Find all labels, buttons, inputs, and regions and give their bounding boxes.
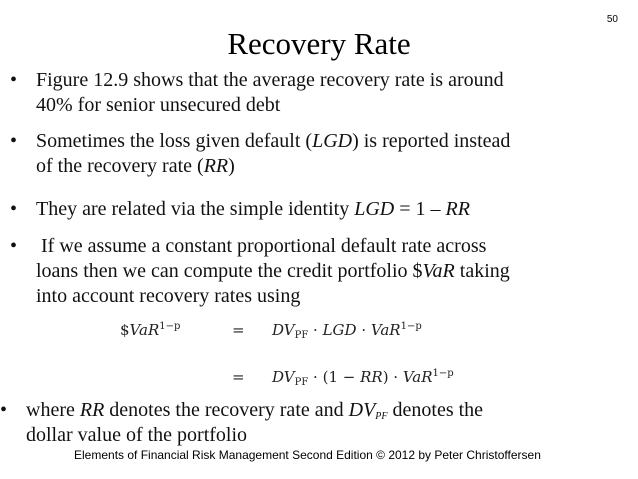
bullet-2-line-2: of the recovery rate (RR) — [10, 154, 635, 179]
text-run: denotes the — [387, 399, 484, 421]
exponent: 1−p — [159, 321, 181, 332]
footer-credit: Elements of Financial Risk Management Se… — [74, 448, 541, 462]
exponent: 1−p — [432, 368, 454, 379]
bullet-1-line-2: 40% for senior unsecured debt — [36, 94, 281, 116]
text-run: = 1 – — [394, 198, 446, 220]
var-symbol: VaR — [422, 260, 455, 282]
text-run: · — [308, 321, 323, 339]
bullet-marker: • — [10, 198, 18, 220]
bullet-marker: • — [10, 130, 18, 152]
text-run: They are related via the simple identity — [36, 198, 355, 220]
equation-rhs-1: DVPF · LGD · VaR1−p — [272, 321, 422, 341]
slide-title: Recovery Rate — [227, 26, 411, 61]
bullet-4: • If we assume a constant proportional d… — [10, 234, 630, 309]
bullet-4-line-1: If we assume a constant proportional def… — [36, 235, 487, 257]
bullet-2-line-1: Sometimes the loss given default (LGD) i… — [10, 129, 635, 154]
text-run: · (1 − — [308, 368, 361, 386]
lgd-symbol: LGD — [312, 130, 353, 152]
text-run: · — [356, 321, 371, 339]
var-symbol: VaR — [402, 368, 433, 386]
equation-rhs-2: DVPF · (1 − RR) · VaR1−p — [272, 368, 454, 388]
exponent: 1−p — [400, 321, 422, 332]
bullet-3-line-1: They are related via the simple identity… — [10, 197, 630, 222]
var-symbol: VaR — [370, 321, 401, 339]
equation-row-1: $VaR1−p — [120, 321, 180, 339]
bullet-4-line-2: loans then we can compute the credit por… — [10, 259, 630, 284]
bullet-marker: • — [10, 235, 18, 257]
text-run: ) · — [382, 368, 403, 386]
bullet-1-line-1: Figure 12.9 shows that the average recov… — [36, 69, 504, 91]
text-run: ) — [228, 155, 235, 177]
dv-symbol: DV — [348, 399, 376, 421]
text-run: where — [26, 399, 80, 421]
subscript: PF — [294, 330, 309, 341]
rr-symbol: RR — [360, 368, 383, 386]
text-run: ) is reported instead — [352, 130, 511, 152]
dv-symbol: DV — [272, 321, 295, 339]
text-run: of the recovery rate ( — [36, 155, 204, 177]
bullet-5-line-2: dollar value of the portfolio — [26, 424, 248, 446]
subscript: PF — [294, 377, 309, 388]
equation-lhs: $VaR1−p — [120, 321, 180, 339]
text-run: denotes the recovery rate and — [104, 399, 349, 421]
lgd-symbol: LGD — [322, 321, 357, 339]
dollar-sign: $ — [120, 321, 130, 339]
equation-equals-1: = — [232, 321, 245, 339]
subscript: PF — [375, 411, 388, 422]
rr-symbol: RR — [445, 198, 470, 220]
bullet-marker: • — [10, 69, 18, 91]
dv-symbol: DV — [272, 368, 295, 386]
bullet-3: • They are related via the simple identi… — [10, 197, 630, 222]
text-run: taking — [454, 260, 510, 282]
page-number: 50 — [606, 14, 618, 25]
bullet-marker: • — [0, 399, 8, 421]
text-run: loans then we can compute the credit por… — [36, 260, 423, 282]
rr-symbol: RR — [203, 155, 229, 177]
var-symbol: VaR — [129, 321, 160, 339]
bullet-5-line-1: where RR denotes the recovery rate and D… — [0, 398, 630, 423]
bullet-5: • where RR denotes the recovery rate and… — [0, 398, 630, 448]
lgd-symbol: LGD — [354, 198, 395, 220]
bullet-4-line-3: into account recovery rates using — [36, 285, 301, 307]
equation-equals-2: = — [232, 368, 245, 386]
rr-symbol: RR — [79, 399, 105, 421]
bullet-2: • Sometimes the loss given default (LGD)… — [10, 129, 635, 179]
text-run: Sometimes the loss given default ( — [36, 130, 313, 152]
bullet-1: • Figure 12.9 shows that the average rec… — [10, 68, 630, 118]
